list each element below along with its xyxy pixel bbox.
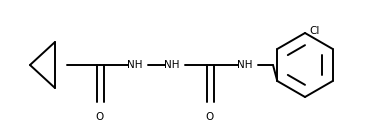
Text: NH: NH: [127, 60, 143, 70]
Text: NH: NH: [237, 60, 253, 70]
Text: NH: NH: [164, 60, 180, 70]
Text: Cl: Cl: [309, 26, 319, 36]
Text: O: O: [96, 112, 104, 122]
Text: O: O: [206, 112, 214, 122]
